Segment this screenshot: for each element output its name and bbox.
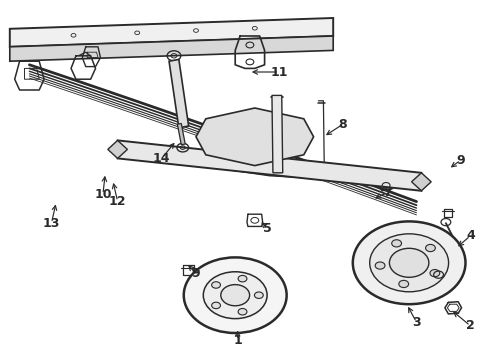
Circle shape <box>212 282 220 288</box>
Polygon shape <box>108 140 127 158</box>
Circle shape <box>353 221 466 304</box>
Circle shape <box>369 234 449 292</box>
Polygon shape <box>169 59 189 128</box>
Text: 8: 8 <box>339 118 347 131</box>
Text: 9: 9 <box>456 154 465 167</box>
Circle shape <box>399 280 409 288</box>
Text: 6: 6 <box>268 145 276 158</box>
Text: 7: 7 <box>383 186 392 199</box>
Circle shape <box>425 244 435 252</box>
Text: 4: 4 <box>466 229 475 242</box>
Text: 10: 10 <box>94 188 112 201</box>
Text: 9: 9 <box>192 267 200 280</box>
Text: 5: 5 <box>263 222 271 235</box>
Text: 11: 11 <box>270 66 288 78</box>
Text: 14: 14 <box>153 152 171 165</box>
Circle shape <box>238 275 247 282</box>
Circle shape <box>430 270 440 277</box>
Text: 3: 3 <box>412 316 421 329</box>
Circle shape <box>390 248 429 277</box>
Polygon shape <box>412 173 431 191</box>
Text: 2: 2 <box>466 319 475 332</box>
Circle shape <box>375 262 385 269</box>
Circle shape <box>238 309 247 315</box>
Circle shape <box>254 292 263 298</box>
Circle shape <box>184 257 287 333</box>
Polygon shape <box>196 108 314 166</box>
Polygon shape <box>10 18 333 47</box>
Polygon shape <box>10 36 333 61</box>
Text: 12: 12 <box>109 195 126 208</box>
Text: 1: 1 <box>233 334 242 347</box>
Polygon shape <box>177 123 185 145</box>
Circle shape <box>203 272 267 319</box>
Circle shape <box>221 285 249 306</box>
Circle shape <box>212 302 220 309</box>
Circle shape <box>392 240 401 247</box>
Text: 13: 13 <box>43 217 60 230</box>
Polygon shape <box>118 140 421 191</box>
Polygon shape <box>272 95 283 173</box>
